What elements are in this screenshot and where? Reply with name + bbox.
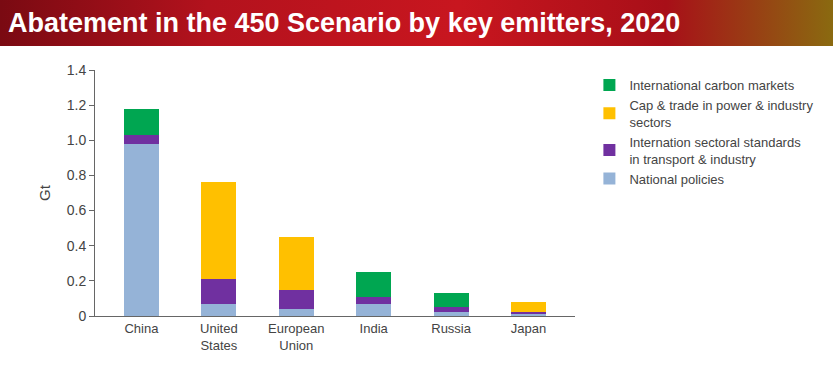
svg-text:0: 0 xyxy=(78,308,86,324)
svg-text:EuropeanUnion: EuropeanUnion xyxy=(268,321,324,353)
svg-text:Japan: Japan xyxy=(511,321,546,336)
svg-text:Internation sectoral standards: Internation sectoral standardsin transpo… xyxy=(629,135,801,167)
svg-text:Russia: Russia xyxy=(431,321,472,336)
svg-text:National policies: National policies xyxy=(629,172,724,187)
svg-text:0.8: 0.8 xyxy=(67,167,87,183)
svg-text:India: India xyxy=(360,321,389,336)
svg-text:UnitedStates: UnitedStates xyxy=(200,321,238,353)
svg-text:1.4: 1.4 xyxy=(67,62,87,78)
svg-text:0.4: 0.4 xyxy=(67,238,87,254)
svg-text:0.6: 0.6 xyxy=(67,202,87,218)
svg-text:1.2: 1.2 xyxy=(67,97,87,113)
svg-text:China: China xyxy=(124,321,159,336)
html-text:Abatement in the 450 Scenario: Abatement in the 450 Scenario by key emi… xyxy=(8,8,681,38)
svg-text:1.0: 1.0 xyxy=(67,132,87,148)
svg-text:Gt: Gt xyxy=(36,184,53,201)
svg-text:0.2: 0.2 xyxy=(67,273,87,289)
svg-text:Cap & trade in power & industr: Cap & trade in power & industrysectors xyxy=(629,98,813,130)
svg-text:International carbon markets: International carbon markets xyxy=(629,78,794,93)
